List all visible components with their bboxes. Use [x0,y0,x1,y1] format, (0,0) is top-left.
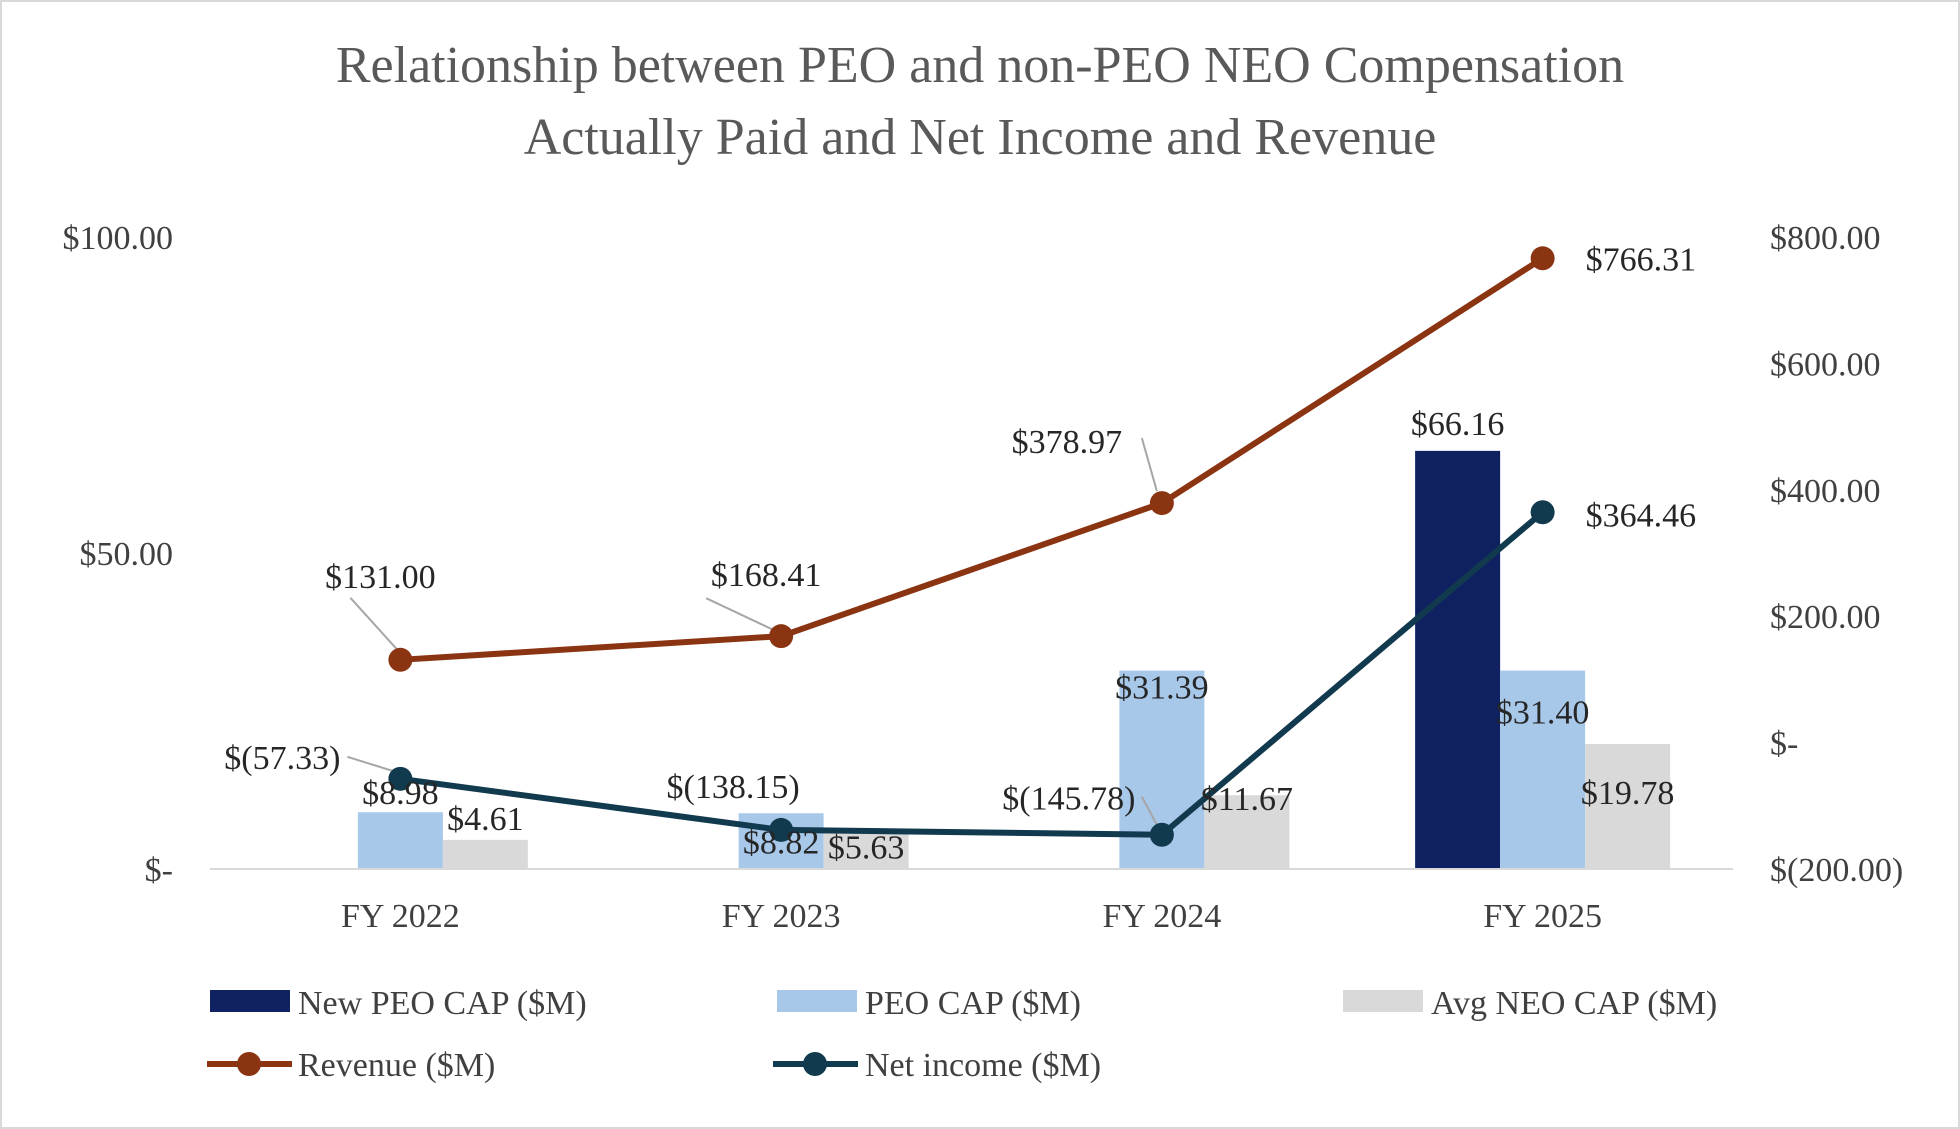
line-net-income-m [399,509,1545,838]
legend-marker-revenue [237,1052,261,1076]
legend-label-avg-neo-cap: Avg NEO CAP ($M) [1431,985,1717,1022]
bar-avg-neo-cap-m-fy-2025 [1585,743,1671,869]
right-axis-tick-label: $- [1770,726,1798,763]
data-label-peo-cap-m-fy-2024: $31.39 [1115,670,1209,707]
category-axis: FY 2022 FY 2023 FY 2024 FY 2025 [341,898,1602,935]
right-axis-tick-label: $400.00 [1770,473,1881,510]
data-label-revenue-m-fy-2023: $168.41 [711,557,822,594]
bar-avg-neo-cap-m-fy-2023 [823,833,909,869]
legend: New PEO CAP ($M) PEO CAP ($M) Avg NEO CA… [207,985,1717,1084]
right-axis-tick-label: $600.00 [1770,346,1881,383]
x-axis-tick-label: FY 2022 [341,898,460,935]
data-label-avg-neo-cap-m-fy-2023: $5.63 [828,829,905,866]
chart-title-line-1: Relationship between PEO and non-PEO NEO… [336,37,1624,94]
point-revenue-m-fy-2023 [769,624,794,649]
x-axis-tick-label: FY 2025 [1483,898,1602,935]
data-label-net-income-m-fy-2023: $(138.15) [667,769,800,806]
right-axis-tick-label: $200.00 [1770,599,1881,636]
point-net-income-m-fy-2022 [388,766,413,791]
point-revenue-m-fy-2022 [388,647,413,672]
legend-swatch-new-peo-cap [210,990,290,1012]
data-label-net-income-m-fy-2022: $(57.33) [224,740,340,777]
x-axis-tick-label: FY 2023 [722,898,841,935]
data-label-peo-cap-m-fy-2025: $31.40 [1496,695,1590,732]
point-revenue-m-fy-2025 [1530,246,1555,271]
data-label-revenue-m-fy-2025: $766.31 [1586,241,1697,278]
data-label-new-peo-cap-m-fy-2025: $66.16 [1411,406,1505,443]
legend-label-revenue: Revenue ($M) [298,1047,495,1084]
right-axis: $(200.00) $- $200.00 $400.00 $600.00 $800.00 [1770,220,1903,889]
label-leader-line [347,755,393,772]
data-label-net-income-m-fy-2025: $364.46 [1586,497,1697,534]
leader-lines [347,437,1158,826]
data-label-layer: $66.16 $8.98 $8.82 $31.39 $31.40 $4.61 $5.63 $1… [224,241,1696,866]
label-leader-line [705,597,777,633]
data-label-revenue-m-fy-2024: $378.97 [1012,424,1123,461]
data-label-revenue-m-fy-2022: $131.00 [325,559,436,596]
bar-avg-neo-cap-m-fy-2024 [1204,795,1290,869]
legend-label-net-income: Net income ($M) [865,1047,1101,1084]
legend-label-peo-cap: PEO CAP ($M) [865,985,1081,1022]
data-label-peo-cap-m-fy-2023: $8.82 [743,824,820,861]
label-leader-line [1140,796,1158,826]
left-axis-tick-label: $100.00 [63,220,174,257]
data-label-peo-cap-m-fy-2022: $8.98 [362,775,439,812]
legend-swatch-peo-cap [777,990,857,1012]
left-axis-tick-label: $- [145,852,173,889]
label-leader-line [349,597,399,651]
point-net-income-m-fy-2024 [1149,822,1174,847]
legend-label-new-peo-cap: New PEO CAP ($M) [298,985,587,1022]
bar-peo-cap-m-fy-2022 [357,812,443,869]
line-layer [388,246,1555,847]
legend-swatch-avg-neo-cap [1343,990,1423,1012]
label-leader-line [1140,437,1158,492]
bar-new-peo-cap-m-fy-2025 [1415,450,1501,869]
line-revenue-m [400,255,1545,663]
point-revenue-m-fy-2024 [1149,491,1174,516]
legend-marker-net-income [803,1052,827,1076]
right-axis-tick-label: $(200.00) [1770,852,1903,889]
data-label-avg-neo-cap-m-fy-2022: $4.61 [447,801,524,838]
bar-avg-neo-cap-m-fy-2022 [442,839,528,869]
x-axis-tick-label: FY 2024 [1103,898,1222,935]
data-label-avg-neo-cap-m-fy-2025: $19.78 [1581,775,1675,812]
bar-peo-cap-m-fy-2025 [1500,670,1586,869]
point-net-income-m-fy-2023 [769,817,794,842]
chart-title-line-2: Actually Paid and Net Income and Revenue [524,109,1437,166]
left-axis-tick-label: $50.00 [80,536,174,573]
data-label-net-income-m-fy-2024: $(145.78) [1002,781,1135,818]
left-axis: $- $50.00 $100.00 [63,220,174,889]
right-axis-tick-label: $800.00 [1770,220,1881,257]
point-net-income-m-fy-2025 [1530,500,1555,525]
data-label-avg-neo-cap-m-fy-2024: $11.67 [1201,781,1293,818]
